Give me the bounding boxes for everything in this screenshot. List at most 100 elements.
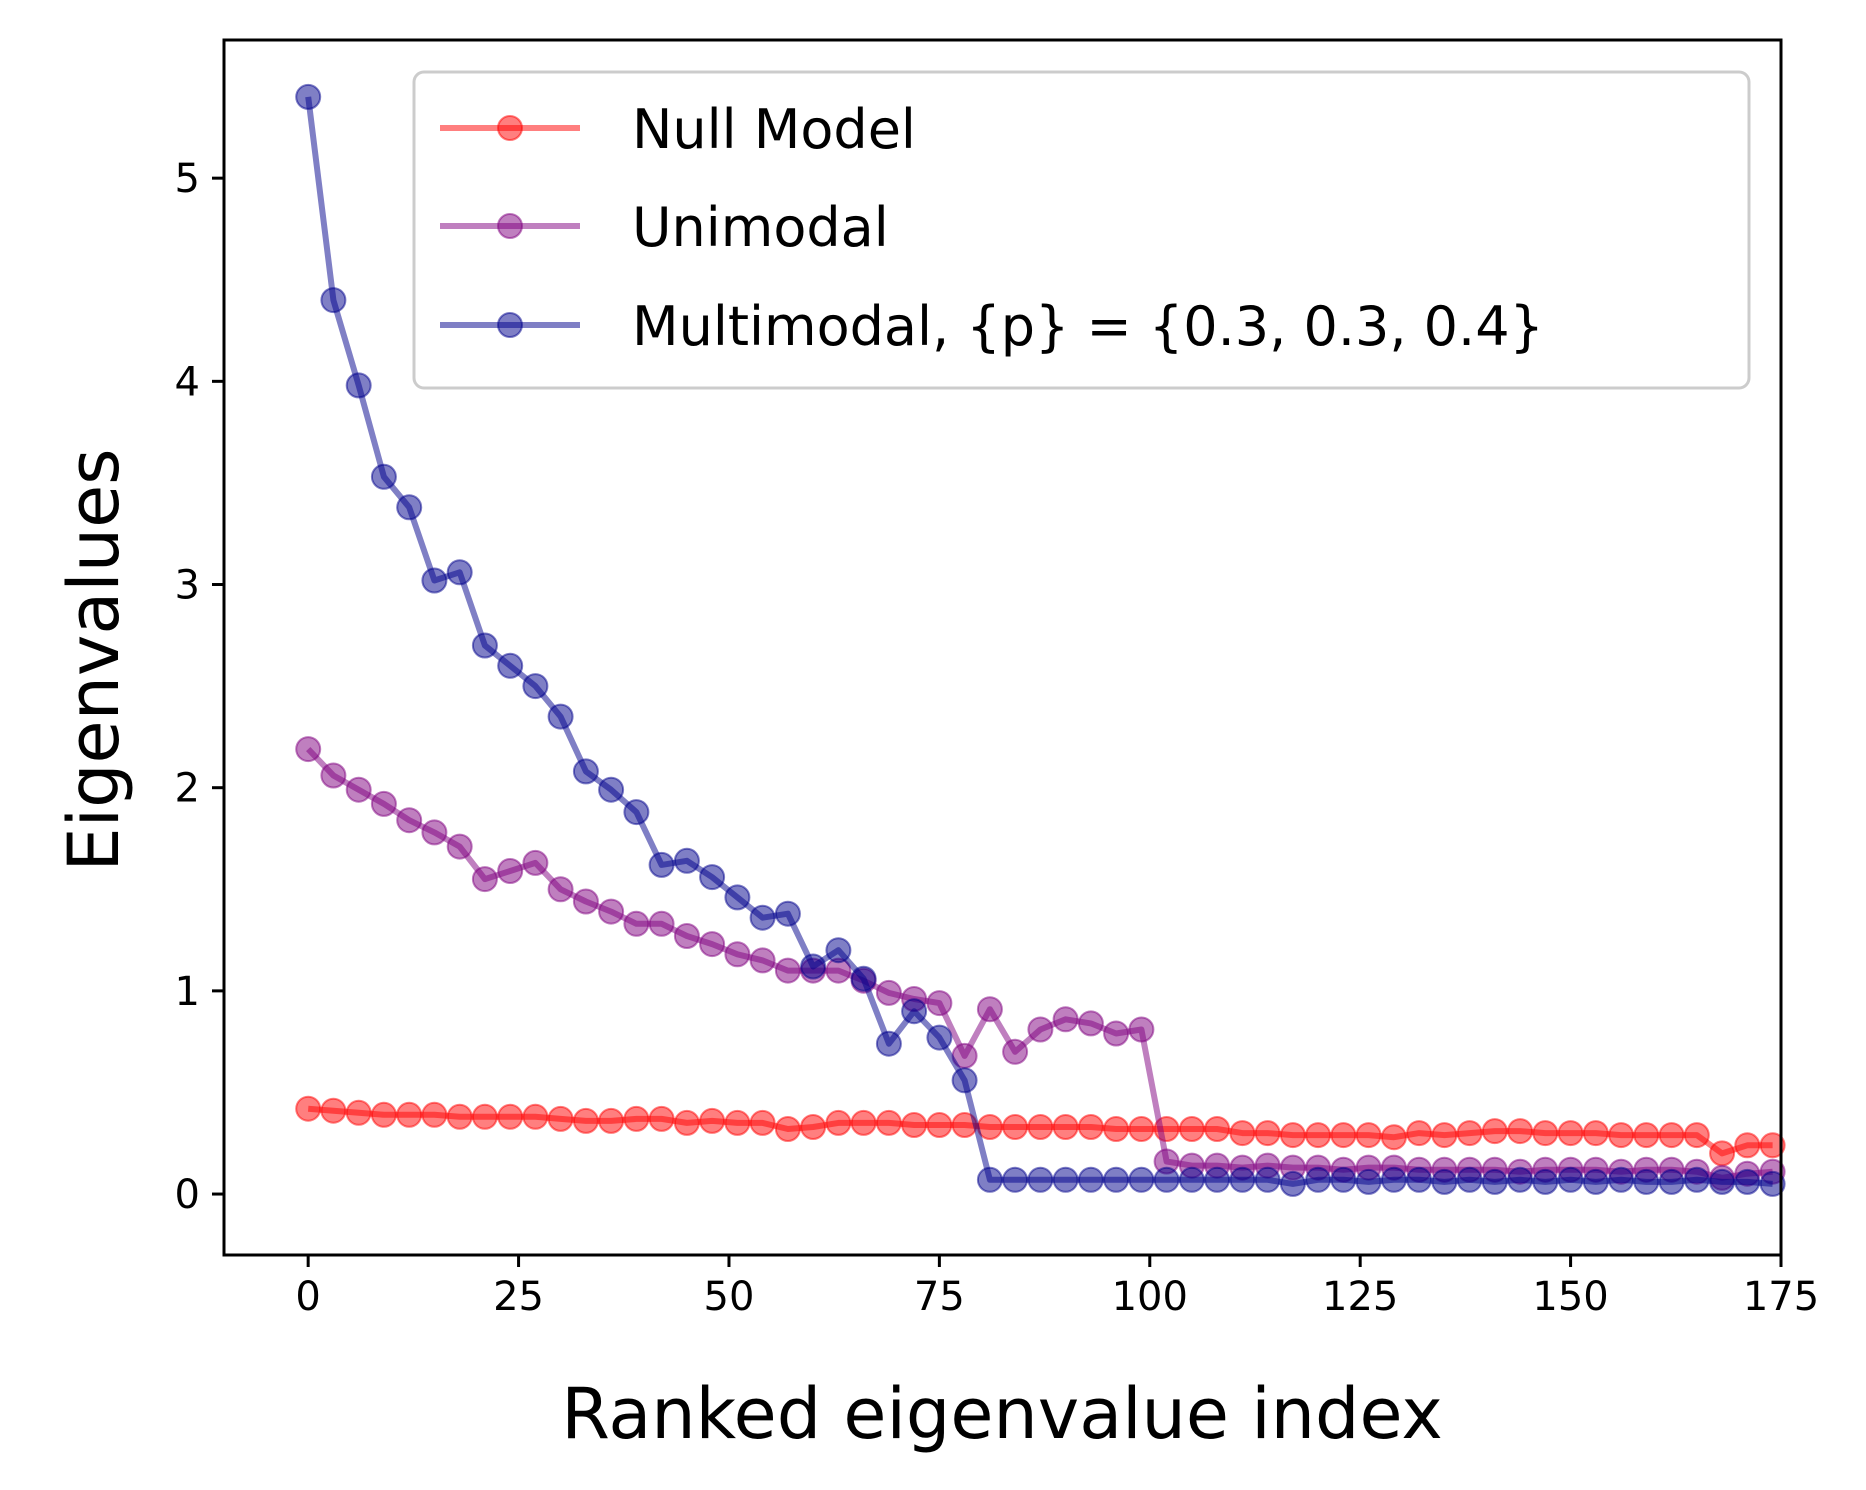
data-point	[471, 632, 498, 659]
data-point	[1279, 1170, 1306, 1197]
x-tick-label: 175	[1743, 1274, 1819, 1320]
data-point	[1456, 1166, 1483, 1193]
data-point	[1658, 1168, 1685, 1195]
data-point	[1103, 1166, 1130, 1193]
data-point	[396, 494, 423, 521]
data-point	[825, 1109, 852, 1136]
data-point	[572, 1107, 599, 1134]
data-point	[749, 947, 776, 974]
data-point	[471, 866, 498, 893]
data-point	[673, 1109, 700, 1136]
data-point	[1759, 1170, 1786, 1197]
data-point	[1204, 1166, 1231, 1193]
data-point	[421, 1101, 448, 1128]
data-point	[699, 864, 726, 891]
data-point	[1709, 1168, 1736, 1195]
x-tick-label: 0	[295, 1274, 320, 1320]
data-point	[850, 1109, 877, 1136]
data-point	[1128, 1016, 1155, 1043]
y-tick-label: 1	[175, 969, 200, 1015]
data-point	[396, 1101, 423, 1128]
data-point	[1608, 1166, 1635, 1193]
data-point	[1709, 1140, 1736, 1167]
data-point	[1128, 1116, 1155, 1142]
data-point	[598, 898, 625, 925]
data-point	[774, 900, 801, 927]
data-point	[749, 904, 776, 931]
data-point	[522, 1103, 549, 1130]
data-point	[623, 1105, 650, 1132]
data-point	[1734, 1132, 1761, 1159]
data-point	[497, 1103, 524, 1130]
data-point	[572, 758, 599, 785]
data-point	[1254, 1120, 1281, 1147]
data-point	[1052, 1114, 1079, 1140]
data-point	[774, 957, 801, 984]
data-point	[673, 923, 700, 949]
data-point	[320, 1097, 347, 1124]
y-axis-title: Eigenvalues	[53, 448, 135, 871]
x-axis: 0 25 50 75 100 125 150 175	[295, 1255, 1819, 1320]
data-point	[699, 1107, 726, 1134]
data-point	[800, 1114, 827, 1140]
data-point	[976, 996, 1003, 1023]
data-point	[699, 931, 726, 958]
data-point	[572, 888, 599, 915]
data-point	[345, 776, 372, 803]
legend-marker-unimodal	[497, 213, 523, 239]
y-axis: 0 1 2 3 4 5	[175, 156, 224, 1218]
data-point	[320, 287, 347, 314]
y-tick-label: 4	[175, 359, 200, 405]
data-point	[370, 1101, 397, 1128]
data-point	[370, 790, 397, 817]
data-point	[1532, 1168, 1559, 1195]
data-point	[1103, 1020, 1130, 1047]
y-tick-label: 2	[175, 766, 200, 812]
data-point	[1456, 1120, 1483, 1147]
data-point	[1658, 1122, 1685, 1149]
y-tick-label: 0	[175, 1172, 200, 1218]
data-point	[497, 858, 524, 884]
data-point	[875, 1109, 902, 1136]
data-point	[1305, 1166, 1332, 1193]
data-point	[1178, 1116, 1205, 1142]
data-point	[1330, 1166, 1357, 1193]
data-point	[1633, 1168, 1660, 1195]
data-point	[1002, 1038, 1029, 1065]
x-tick-label: 125	[1322, 1274, 1398, 1320]
data-point	[1582, 1120, 1609, 1147]
data-point	[295, 83, 322, 110]
data-point	[673, 847, 700, 874]
x-tick-label: 25	[493, 1274, 544, 1320]
data-point	[295, 736, 322, 763]
data-point	[598, 776, 625, 803]
data-point	[951, 1067, 978, 1094]
data-point	[1128, 1166, 1155, 1193]
data-point	[1330, 1122, 1357, 1149]
data-point	[522, 673, 549, 700]
data-point	[1305, 1122, 1332, 1149]
x-tick-label: 75	[914, 1274, 965, 1320]
data-point	[774, 1116, 801, 1142]
series-0	[295, 1095, 1786, 1167]
data-point	[547, 876, 574, 903]
data-point	[623, 799, 650, 826]
data-point	[497, 652, 524, 679]
legend-label-multimodal: Multimodal, {p} = {0.3, 0.3, 0.4}	[632, 295, 1544, 358]
data-point	[926, 1024, 953, 1051]
data-point	[1077, 1010, 1104, 1037]
data-point	[295, 1095, 322, 1122]
data-point	[1431, 1168, 1458, 1195]
data-point	[875, 1030, 902, 1057]
series-layer	[295, 83, 1786, 1197]
data-point	[926, 1112, 953, 1138]
data-point	[1077, 1114, 1104, 1140]
data-point	[1633, 1122, 1660, 1149]
data-point	[446, 833, 473, 860]
data-point	[1406, 1166, 1433, 1193]
x-tick-label: 100	[1112, 1274, 1188, 1320]
data-point	[1431, 1122, 1458, 1149]
x-tick-label: 150	[1532, 1274, 1608, 1320]
data-point	[1734, 1168, 1761, 1195]
data-point	[547, 1105, 574, 1132]
